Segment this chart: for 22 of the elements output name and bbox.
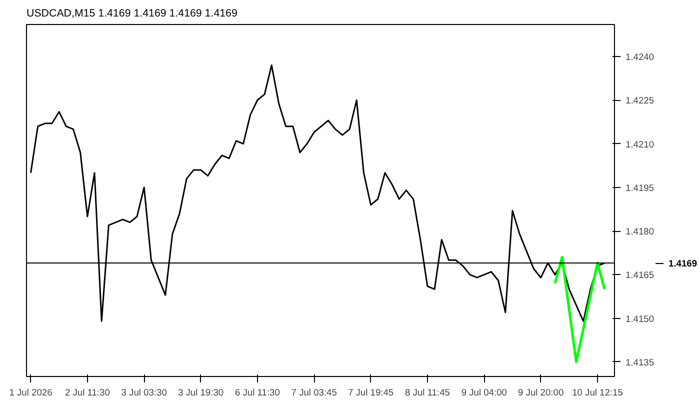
x-tick-label: 7 Jul 19:45 — [348, 388, 394, 398]
y-tick-label: 1.4180 — [626, 226, 654, 237]
x-tick-label: 9 Jul 20:00 — [518, 388, 564, 398]
x-tick-label: 10 Jul 12:15 — [572, 388, 623, 398]
chart-title: USDCAD,M15 1.4169 1.4169 1.4169 1.4169 — [26, 8, 238, 20]
x-tick-label: 1 Jul 2026 — [9, 388, 52, 398]
y-tick-label: 1.4150 — [626, 314, 654, 324]
ref-line-label: 1.4169 — [668, 258, 698, 269]
x-tick-label: 3 Jul 19:30 — [178, 388, 224, 398]
y-tick-label: 1.4135 — [626, 357, 654, 368]
y-tick-label: 1.4225 — [626, 96, 654, 106]
line-series — [554, 256, 606, 364]
x-tick-label: 8 Jul 11:45 — [405, 388, 450, 398]
x-tick-label: 2 Jul 11:30 — [64, 388, 110, 398]
x-tick-label: 9 Jul 04:00 — [461, 388, 507, 398]
y-tick-label: 1.4210 — [626, 139, 654, 150]
y-tick-label: 1.4195 — [626, 182, 654, 193]
x-tick-label: 3 Jul 03:30 — [121, 388, 167, 398]
x-tick-label: 7 Jul 03:45 — [291, 388, 337, 398]
y-tick-label: 1.4240 — [626, 52, 654, 62]
y-tick-label: 1.4165 — [626, 270, 654, 280]
x-tick-label: 6 Jul 11:30 — [234, 388, 280, 398]
